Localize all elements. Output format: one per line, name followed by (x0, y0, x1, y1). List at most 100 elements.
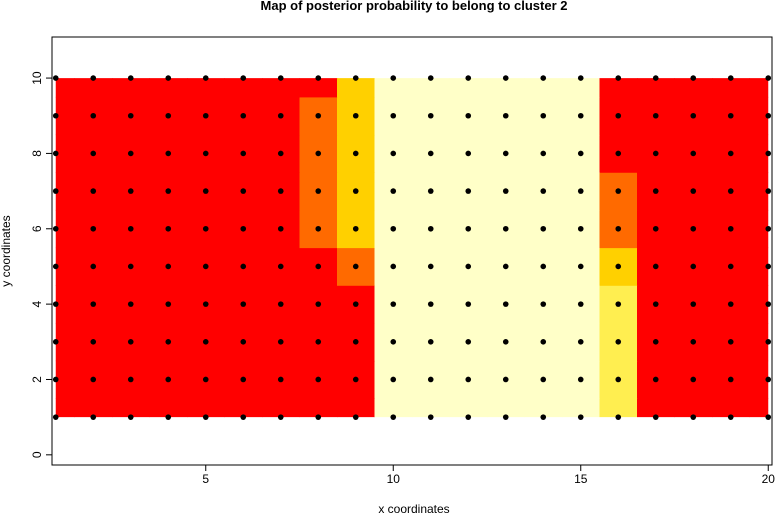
point (540, 112, 547, 119)
point (465, 414, 472, 420)
point (727, 225, 734, 232)
point (502, 188, 509, 194)
point (127, 150, 134, 157)
cell (449, 78, 488, 98)
cell (749, 360, 769, 399)
point (540, 225, 547, 232)
point (727, 414, 734, 420)
point (465, 376, 472, 383)
cell (637, 78, 675, 98)
point (540, 150, 547, 157)
point (352, 188, 359, 194)
point (577, 414, 584, 420)
point (165, 75, 172, 81)
point (765, 338, 772, 345)
point (240, 225, 247, 232)
point (165, 150, 172, 157)
point (352, 338, 359, 345)
point (315, 112, 322, 119)
point (52, 112, 59, 119)
point (90, 263, 97, 270)
point (52, 376, 59, 383)
point (165, 338, 172, 345)
point (615, 75, 622, 81)
point (427, 301, 434, 307)
point (577, 225, 584, 232)
point (540, 301, 547, 307)
point (465, 301, 472, 307)
point (202, 263, 209, 270)
point (540, 376, 547, 383)
point (90, 112, 97, 119)
point (577, 301, 584, 307)
point (52, 414, 59, 420)
cell (524, 78, 563, 98)
cell (55, 322, 75, 362)
point (540, 188, 547, 194)
cell (449, 398, 488, 418)
point (465, 188, 472, 194)
point (690, 112, 697, 119)
cell (599, 78, 638, 98)
point (315, 338, 322, 345)
cell (112, 398, 150, 418)
y-tick-label: 10 (30, 71, 44, 85)
cell (412, 398, 450, 418)
point (502, 112, 509, 119)
cell (599, 398, 638, 418)
cell (749, 398, 769, 418)
point (502, 338, 509, 345)
point (240, 338, 247, 345)
point (652, 414, 659, 420)
point (502, 376, 509, 383)
point (202, 414, 209, 420)
x-tick-label: 15 (574, 472, 588, 486)
point (202, 112, 209, 119)
cell (562, 78, 600, 98)
point (352, 414, 359, 420)
point (277, 338, 284, 345)
cell (749, 247, 769, 286)
cell (262, 398, 300, 418)
point (277, 263, 284, 270)
point (127, 376, 134, 383)
point (427, 75, 434, 81)
point (540, 338, 547, 345)
point (127, 225, 134, 232)
cell (187, 78, 225, 98)
point (615, 376, 622, 383)
point (352, 75, 359, 81)
cell (55, 398, 75, 418)
point (652, 188, 659, 194)
point (465, 75, 472, 81)
point (315, 263, 322, 270)
point (277, 414, 284, 420)
point (502, 150, 509, 157)
cell (712, 398, 750, 418)
point (652, 338, 659, 345)
point (577, 150, 584, 157)
cell (224, 78, 263, 98)
point (427, 338, 434, 345)
point (240, 112, 247, 119)
point (315, 301, 322, 307)
y-tick-label: 4 (30, 300, 44, 307)
point (690, 376, 697, 383)
point (52, 338, 59, 345)
point (540, 414, 547, 420)
point (727, 263, 734, 270)
point (765, 112, 772, 119)
point (202, 225, 209, 232)
point (465, 338, 472, 345)
point (52, 188, 59, 194)
point (90, 301, 97, 307)
cell (749, 172, 769, 211)
point (127, 263, 134, 270)
point (427, 188, 434, 194)
point (690, 75, 697, 81)
cell (374, 398, 413, 418)
point (90, 75, 97, 81)
point (165, 414, 172, 420)
point (577, 338, 584, 345)
point (52, 150, 59, 157)
